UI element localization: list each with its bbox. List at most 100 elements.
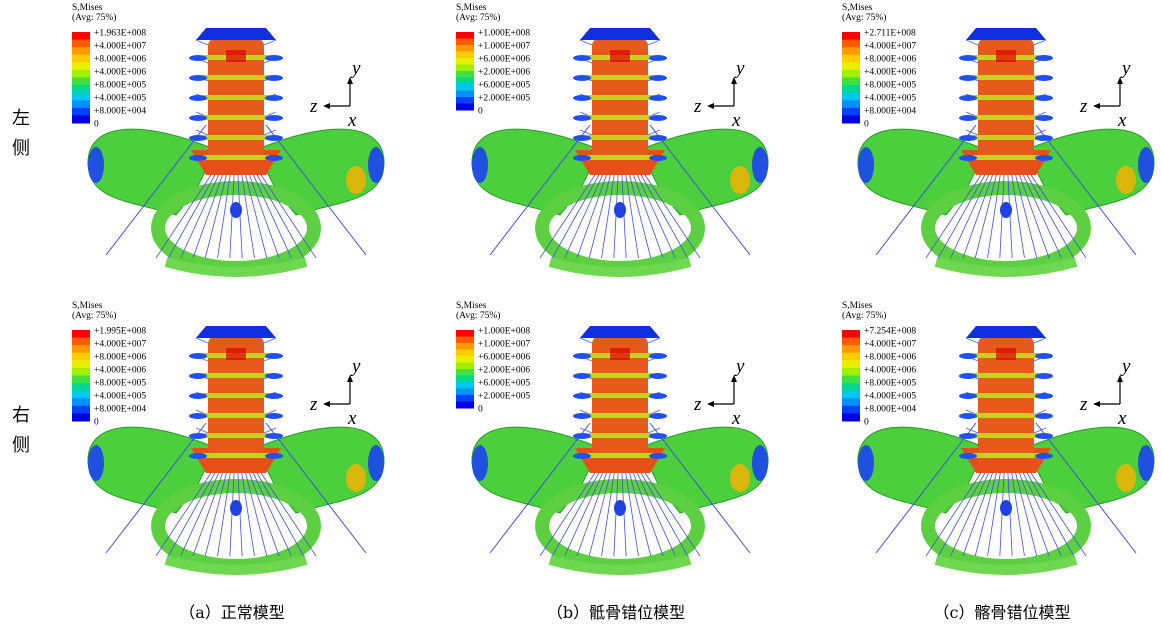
ligament (264, 338, 276, 343)
ligament (196, 338, 208, 343)
process (649, 55, 667, 61)
legend-label: +8.000E+004 (864, 107, 916, 117)
colorbar-band (842, 40, 860, 48)
disc (202, 433, 270, 438)
axis-x: x (347, 408, 357, 429)
process (959, 75, 977, 81)
pelvis-wing (88, 129, 216, 215)
axis-y: y (734, 356, 745, 377)
disc (202, 95, 270, 100)
hot-spot (346, 464, 366, 492)
pelvis-wing (1026, 427, 1154, 513)
process (573, 353, 591, 359)
process (1035, 433, 1053, 439)
legend-label: 0 (478, 405, 483, 415)
coccyx (614, 202, 626, 218)
process (1035, 413, 1053, 419)
wing-edge (1138, 147, 1154, 183)
legend-label: +8.000E+004 (94, 107, 146, 117)
disc (972, 75, 1040, 80)
process (573, 135, 591, 141)
disc (586, 433, 654, 438)
arrow-head (1093, 401, 1100, 407)
legend-label: +4.000E+007 (864, 340, 916, 350)
panel: S,Mises(Avg: 75%)+1.000E+008+1.000E+007+… (456, 301, 768, 570)
process (649, 95, 667, 101)
legend-label: +7.254E+008 (864, 327, 916, 337)
colorbar-band (456, 39, 474, 46)
process (189, 413, 207, 419)
wing-edge (88, 445, 104, 481)
legend-label: 0 (864, 120, 869, 130)
colorbar-band (842, 406, 860, 414)
colorbar-band (842, 360, 860, 368)
wing-edge (368, 147, 384, 183)
process (959, 373, 977, 379)
figure: 左侧 右侧 S,Mises(Avg: 75%)+1.963E+008+4.000… (0, 0, 1162, 628)
arrow-head (707, 401, 714, 407)
legend-label: +8.000E+005 (94, 379, 146, 389)
wing-edge (752, 445, 768, 481)
colorbar-band (842, 368, 860, 376)
disc (972, 115, 1040, 120)
colorbar-band (456, 369, 474, 376)
legend-label: 0 (94, 120, 99, 130)
colorbar-band (72, 330, 90, 338)
wing-edge (368, 445, 384, 481)
colorbar-band (842, 398, 860, 406)
process (265, 135, 283, 141)
process (265, 413, 283, 419)
process (959, 413, 977, 419)
colorbar-band (842, 55, 860, 63)
wing-edge (858, 147, 874, 183)
process (649, 373, 667, 379)
axis-y: y (350, 356, 361, 377)
legend-avg: (Avg: 75%) (842, 12, 886, 23)
process (189, 433, 207, 439)
colorbar-band (842, 413, 860, 421)
process (189, 393, 207, 399)
process (1035, 353, 1053, 359)
hot-spot (730, 464, 750, 492)
process (265, 433, 283, 439)
wing-edge (472, 147, 488, 183)
process (959, 353, 977, 359)
coccyx (230, 202, 242, 218)
process (573, 453, 591, 459)
legend-label: +8.000E+006 (864, 353, 916, 363)
process (265, 55, 283, 61)
colorbar-band (842, 108, 860, 116)
process (649, 453, 667, 459)
disc (202, 393, 270, 398)
legend-label: +4.000E+007 (94, 340, 146, 350)
pelvis-wing (256, 427, 384, 513)
coccyx (1000, 500, 1012, 516)
colorbar-band (842, 345, 860, 353)
process (959, 433, 977, 439)
colorbar-band (456, 356, 474, 363)
process (1035, 75, 1053, 81)
pelvis-wing (640, 129, 768, 215)
legend-title: S,Mises (842, 3, 873, 13)
legend-label: +8.000E+006 (864, 55, 916, 65)
process (573, 115, 591, 121)
colorbar-band (72, 353, 90, 361)
ligament (1034, 338, 1046, 343)
legend-label: +2.000E+006 (478, 366, 530, 376)
legend-label: +8.000E+005 (94, 81, 146, 91)
process (265, 115, 283, 121)
process (959, 393, 977, 399)
colorbar-band (456, 382, 474, 389)
process (649, 75, 667, 81)
process (1035, 135, 1053, 141)
wing-edge (88, 147, 104, 183)
disc (586, 413, 654, 418)
axis-x: x (1117, 408, 1127, 429)
colorbar-band (72, 368, 90, 376)
wing-edge (858, 445, 874, 481)
axis-z: z (309, 394, 318, 415)
colorbar-band (842, 70, 860, 78)
axis-y: y (350, 58, 361, 79)
legend-label: +4.000E+006 (94, 68, 146, 78)
pelvis-wing (640, 427, 768, 513)
